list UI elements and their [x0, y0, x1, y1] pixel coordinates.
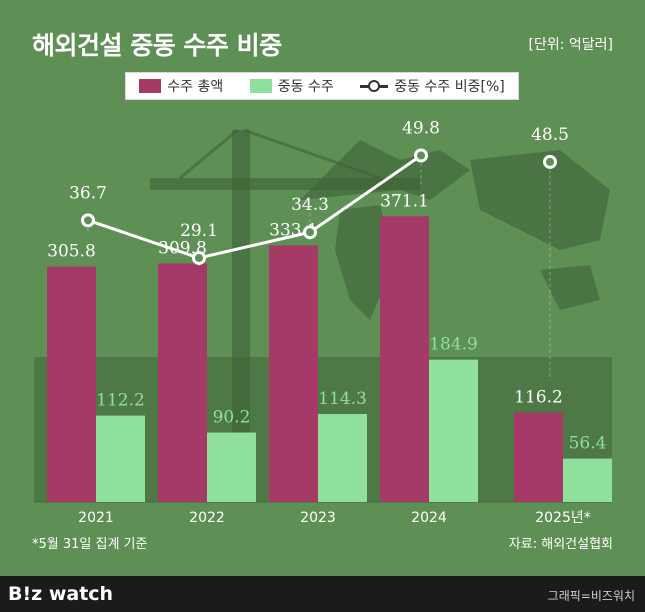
value-label-total-3: 371.1: [380, 191, 429, 211]
x-tick-label-0: 2021: [78, 510, 114, 526]
legend-item-total: 수주 총액: [139, 76, 223, 96]
bar-mideast-4: [563, 458, 612, 502]
share-point-inner-1: [195, 253, 203, 262]
bar-total-0: [47, 266, 96, 502]
footer-bar: B!z watch 그래픽=비즈워치: [0, 576, 645, 612]
chart-title: 해외건설 중동 수주 비중: [32, 31, 282, 60]
bar-mideast-1: [207, 432, 256, 502]
value-label-mideast-0: 112.2: [96, 391, 145, 411]
share-label-4: 48.5: [531, 125, 569, 145]
bar-mideast-3: [429, 359, 478, 502]
graphic-credit: 그래픽=비즈워치: [547, 589, 635, 603]
legend-label-mideast: 중동 수주: [277, 79, 334, 95]
chart-canvas: 305.8112.22021309.890.22022333.1114.3202…: [34, 118, 612, 526]
bizwatch-logo: B!z watch: [8, 583, 114, 605]
legend-label-share: 중동 수주 비중[%]: [394, 79, 505, 95]
x-tick-label-3: 2024: [411, 510, 447, 526]
world-shape-oceania: [540, 265, 600, 310]
share-label-0: 36.7: [69, 183, 107, 203]
source-note: 자료: 해외건설협회: [508, 537, 613, 552]
share-point-inner-3: [417, 151, 425, 160]
value-label-mideast-1: 90.2: [213, 408, 251, 428]
share-line: [87, 154, 422, 260]
share-label-3: 49.8: [402, 118, 440, 138]
unit-label: [단위: 억달러]: [528, 37, 614, 53]
share-label-1: 29.1: [180, 221, 218, 241]
share-point-inner-4: [546, 157, 554, 166]
bar-mideast-2: [318, 413, 367, 502]
share-point-inner-2: [306, 228, 314, 237]
x-tick-label-1: 2022: [189, 510, 225, 526]
bar-total-1: [158, 263, 207, 502]
value-label-total-4: 116.2: [514, 388, 563, 408]
bar-mideast-0: [96, 415, 145, 502]
legend-line-marker-icon: [360, 79, 389, 93]
legend-label-total: 수주 총액: [167, 79, 224, 95]
x-tick-label-4: 2025년*: [535, 510, 591, 526]
legend-item-share: 중동 수주 비중[%]: [360, 76, 505, 96]
world-shape-asia: [470, 150, 610, 250]
share-point-inner-0: [84, 216, 92, 225]
crane-tower: [232, 130, 250, 500]
footnote: *5월 31일 집계 기준: [32, 537, 148, 552]
value-label-total-0: 305.8: [47, 242, 96, 262]
bar-total-4: [514, 412, 563, 502]
bar-total-2: [269, 245, 318, 502]
legend-swatch-mideast: [249, 79, 272, 93]
legend-swatch-total: [139, 79, 162, 93]
value-label-mideast-4: 56.4: [569, 434, 607, 454]
value-label-mideast-2: 114.3: [318, 389, 367, 409]
legend: 수주 총액 중동 수주 중동 수주 비중[%]: [125, 72, 519, 100]
value-label-mideast-3: 184.9: [429, 335, 478, 355]
plot-area: 305.8112.22021309.890.22022333.1114.3202…: [34, 118, 612, 526]
share-label-2: 34.3: [291, 195, 329, 215]
bar-total-3: [380, 216, 429, 503]
legend-item-mideast: 중동 수주: [249, 76, 334, 96]
x-tick-label-2: 2023: [300, 510, 336, 526]
